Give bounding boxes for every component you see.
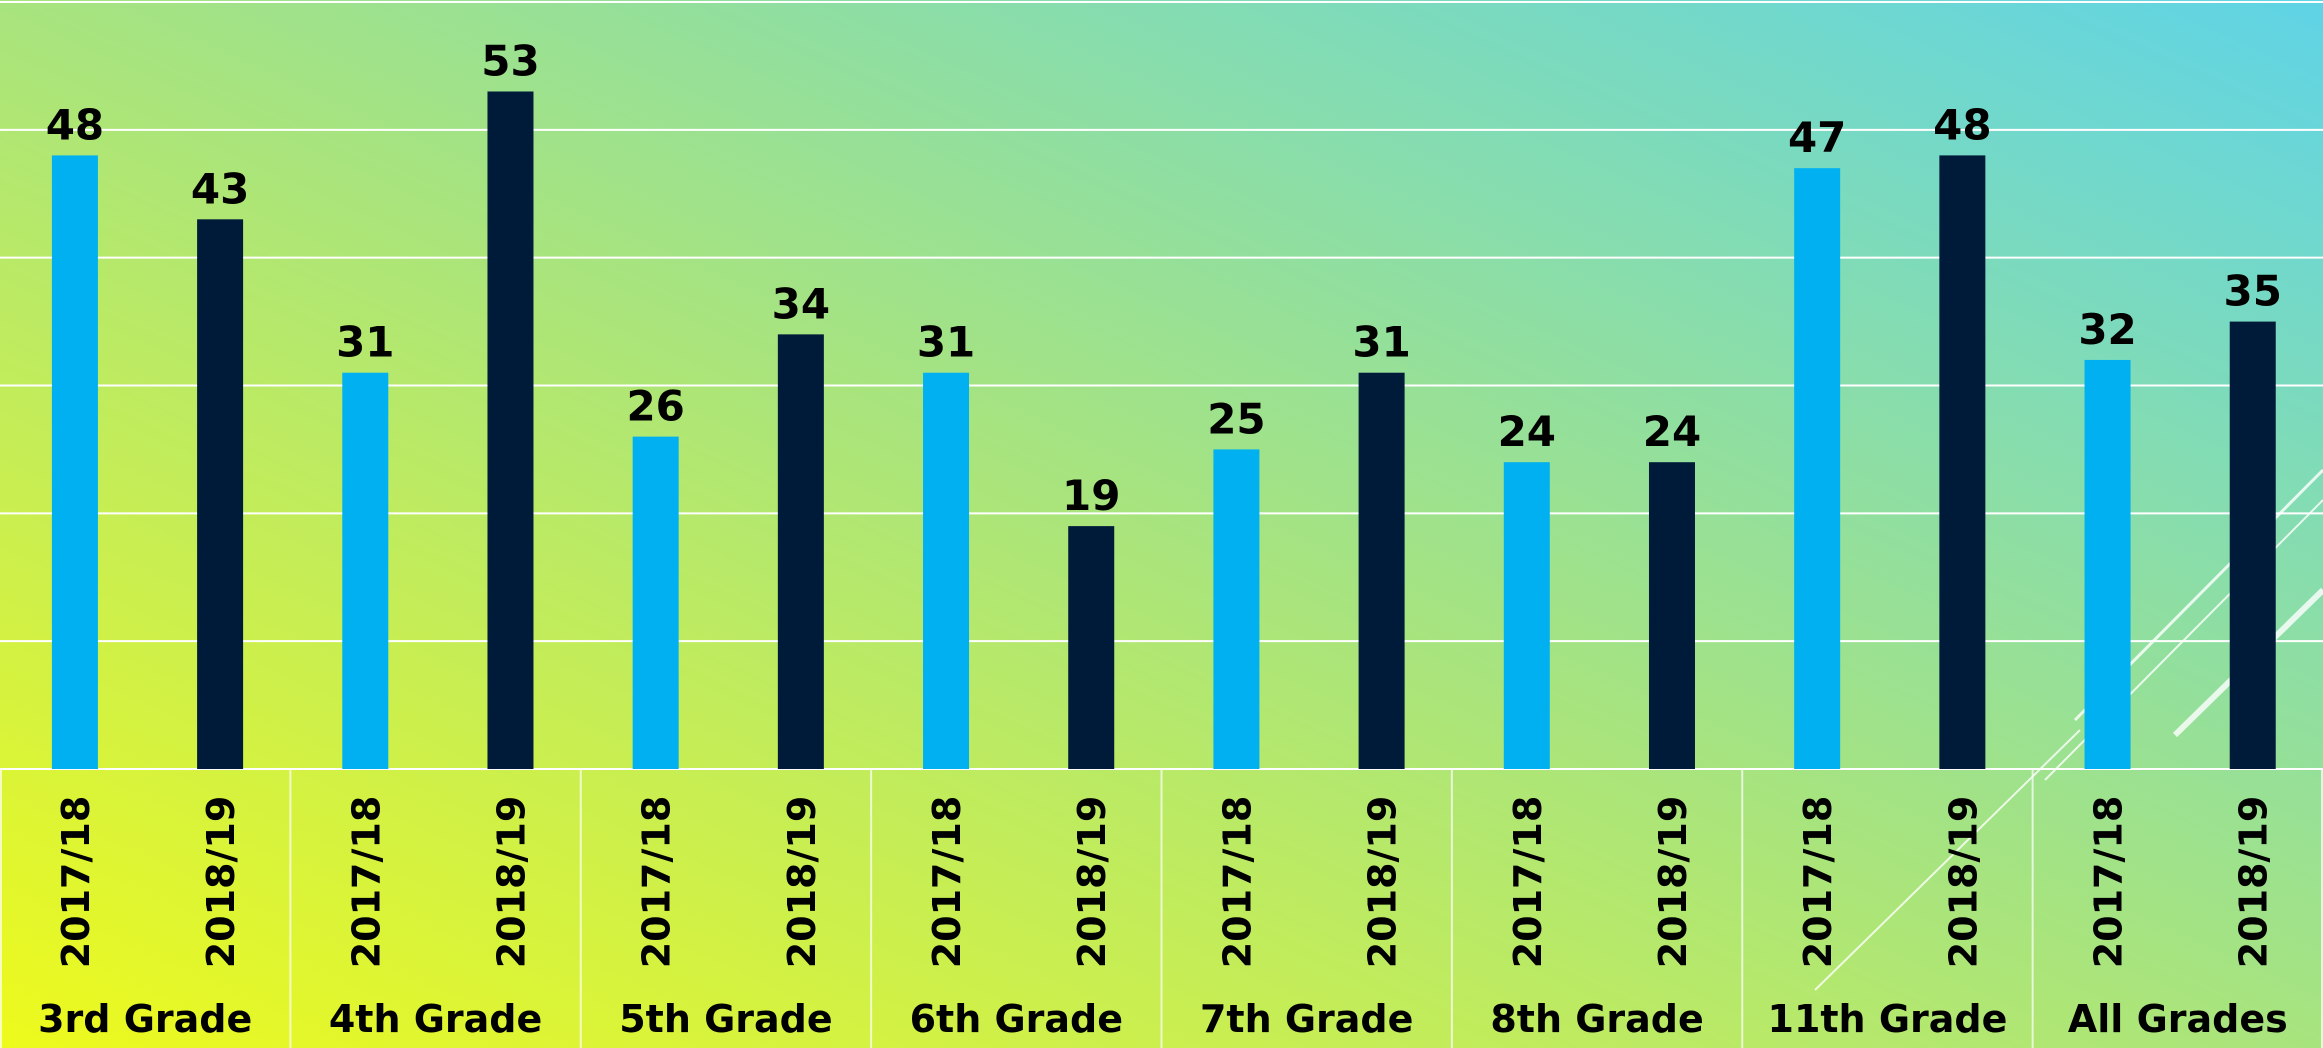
bar [2084,359,2131,769]
data-label: 26 [626,382,684,431]
series-label: 2017/18 [1796,796,1840,969]
series-label: 2018/19 [2232,796,2276,969]
series-label: 2018/19 [199,796,243,969]
series-label: 2017/18 [344,796,388,969]
data-label: 31 [1352,318,1410,367]
series-label: 2017/18 [1215,796,1259,969]
data-label: 35 [2224,267,2282,316]
x-tick-label: All Grades [2068,997,2288,1041]
bar [487,91,534,769]
data-label: 48 [1933,100,1991,149]
series-label: 2017/18 [635,796,679,969]
x-tick-label: 6th Grade [910,997,1123,1041]
bar [777,334,824,769]
data-label: 53 [481,36,539,85]
bar [1648,462,1695,769]
series-label: 2017/18 [925,796,969,969]
bar [1068,526,1115,769]
series-label: 2018/19 [1651,796,1695,969]
x-tick-label: 4th Grade [329,997,542,1041]
bar [51,155,98,769]
data-label: 32 [2078,305,2136,354]
series-label: 2018/19 [1941,796,1985,969]
data-label: 43 [191,164,249,213]
data-label: 24 [1498,407,1556,456]
bar [1794,168,1841,769]
bar [632,436,679,769]
data-label: 34 [772,279,830,328]
data-label: 24 [1643,407,1701,456]
bar [197,219,244,770]
x-tick-label: 8th Grade [1490,997,1703,1041]
data-label: 48 [46,100,104,149]
bar [1358,372,1405,769]
bar [923,372,970,769]
bar [1503,462,1550,769]
series-label: 2018/19 [1070,796,1114,969]
bar [1213,449,1260,769]
data-label: 19 [1062,471,1120,520]
x-tick-label: 3rd Grade [38,997,252,1041]
series-label: 2018/19 [489,796,533,969]
series-label: 2017/18 [2087,796,2131,969]
data-label: 25 [1207,394,1265,443]
bar [342,372,389,769]
x-tick-label: 5th Grade [619,997,832,1041]
data-label: 31 [336,318,394,367]
series-label: 2018/19 [1361,796,1405,969]
series-label: 2018/19 [780,796,824,969]
series-label: 2017/18 [1506,796,1550,969]
bar [1939,155,1986,769]
x-tick-label: 11th Grade [1768,997,2008,1041]
data-label: 47 [1788,113,1846,162]
x-tick-label: 7th Grade [1200,997,1413,1041]
data-label: 31 [917,318,975,367]
bar [2229,321,2276,769]
series-label: 2017/18 [54,796,98,969]
